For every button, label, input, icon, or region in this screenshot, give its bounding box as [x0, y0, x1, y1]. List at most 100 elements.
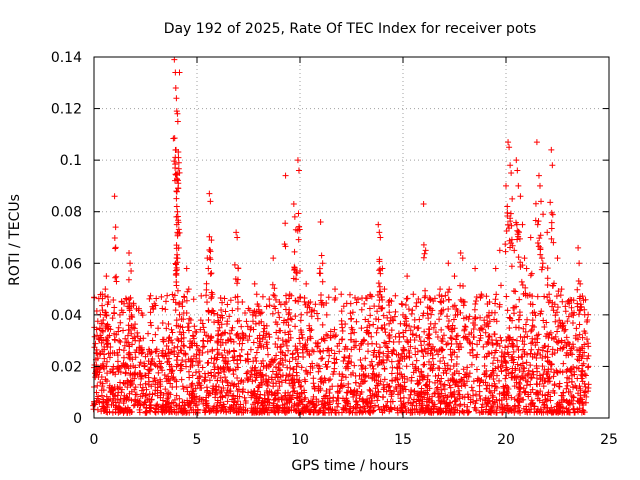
data-point — [115, 389, 122, 396]
data-point — [432, 373, 439, 380]
data-point — [243, 370, 250, 377]
data-point — [363, 295, 370, 302]
data-point — [576, 321, 583, 328]
data-point — [503, 337, 510, 344]
data-point — [524, 371, 531, 378]
data-point — [324, 399, 331, 406]
data-point — [529, 322, 536, 329]
data-point — [239, 388, 246, 395]
data-point — [230, 407, 237, 414]
data-point — [492, 383, 499, 390]
data-point — [273, 403, 280, 410]
data-point — [208, 369, 215, 376]
data-point — [118, 307, 125, 314]
data-point — [120, 397, 127, 404]
data-point — [105, 323, 112, 330]
data-point — [260, 404, 267, 411]
data-point — [318, 375, 325, 382]
data-point — [444, 313, 451, 320]
data-point — [331, 333, 338, 340]
data-point — [280, 341, 287, 348]
data-point — [338, 308, 345, 315]
data-point — [312, 301, 319, 308]
data-point — [379, 394, 386, 401]
data-point — [175, 159, 182, 166]
data-point — [413, 357, 420, 364]
data-point — [410, 369, 417, 376]
data-point — [432, 329, 439, 336]
data-point — [176, 69, 183, 76]
data-point — [276, 383, 283, 390]
data-point — [265, 391, 272, 398]
data-point — [572, 382, 579, 389]
data-point — [164, 358, 171, 365]
data-point — [517, 388, 524, 395]
data-point — [222, 329, 229, 336]
data-point — [239, 340, 246, 347]
data-point — [420, 254, 427, 261]
data-point — [169, 375, 176, 382]
data-point — [549, 351, 556, 358]
data-point — [500, 383, 507, 390]
data-point — [494, 357, 501, 364]
data-point — [508, 407, 515, 414]
data-point — [258, 309, 265, 316]
data-point — [502, 375, 509, 382]
data-point — [180, 385, 187, 392]
data-point — [188, 398, 195, 405]
data-point — [563, 334, 570, 341]
data-point — [451, 409, 458, 416]
data-point — [290, 200, 297, 207]
data-point — [121, 300, 128, 307]
data-point — [359, 338, 366, 345]
data-point — [218, 312, 225, 319]
data-point — [508, 170, 515, 177]
data-point — [534, 389, 541, 396]
data-point — [529, 386, 536, 393]
data-point — [384, 381, 391, 388]
data-point — [541, 324, 548, 331]
data-point — [519, 262, 526, 269]
data-point — [578, 396, 585, 403]
data-point — [173, 188, 180, 195]
data-point — [333, 332, 340, 339]
data-point — [174, 353, 181, 360]
data-point — [289, 354, 296, 361]
data-point — [97, 332, 104, 339]
data-point — [115, 324, 122, 331]
data-point — [126, 326, 133, 333]
data-point — [386, 302, 393, 309]
data-point — [298, 331, 305, 338]
data-point — [171, 292, 178, 299]
data-point — [319, 260, 326, 267]
data-point — [236, 352, 243, 359]
data-point — [174, 336, 181, 343]
data-point — [462, 323, 469, 330]
data-point — [454, 308, 461, 315]
data-point — [165, 337, 172, 344]
data-point — [260, 328, 267, 335]
data-point — [429, 343, 436, 350]
data-point — [550, 373, 557, 380]
data-point — [352, 398, 359, 405]
data-point — [472, 301, 479, 308]
data-point — [253, 374, 260, 381]
data-point — [474, 341, 481, 348]
data-point — [549, 211, 556, 218]
data-point — [179, 383, 186, 390]
data-point — [199, 364, 206, 371]
data-point — [398, 300, 405, 307]
data-point — [547, 199, 554, 206]
data-point — [291, 248, 298, 255]
data-point — [200, 324, 207, 331]
data-point — [243, 318, 250, 325]
data-point — [116, 384, 123, 391]
data-point — [523, 382, 530, 389]
data-point — [110, 363, 117, 370]
data-point — [413, 332, 420, 339]
data-point — [93, 308, 100, 315]
data-point — [297, 317, 304, 324]
data-point — [508, 222, 515, 229]
data-point — [582, 399, 589, 406]
